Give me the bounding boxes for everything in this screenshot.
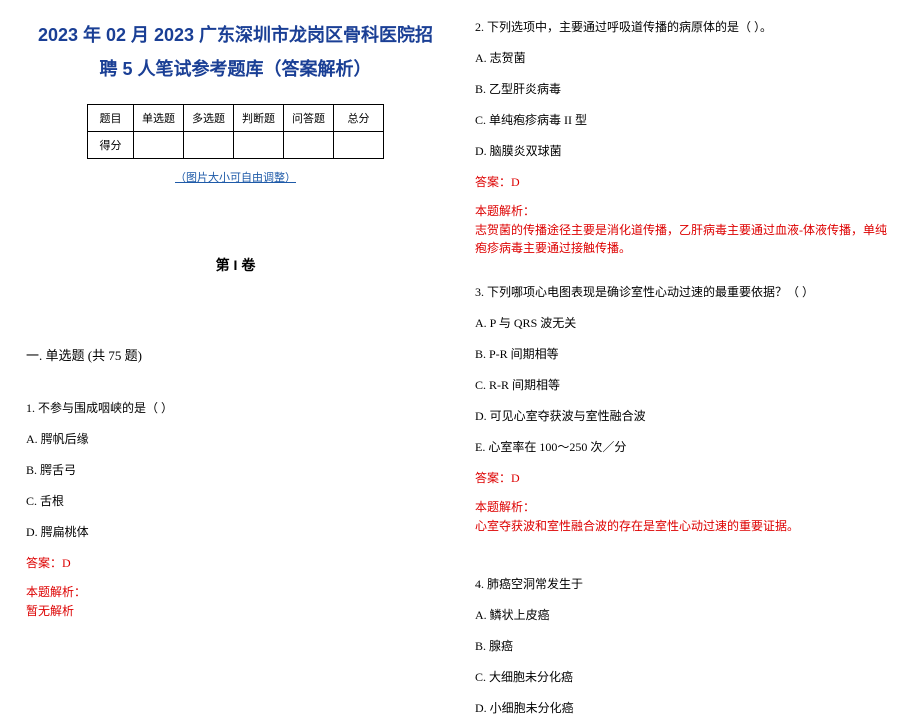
question: 3. 下列哪项心电图表现是确诊室性心动过速的最重要依据？（ ） A. P 与 Q… xyxy=(475,283,894,535)
right-column: 2. 下列选项中，主要通过呼吸道传播的病原体的是（ ）。 A. 志贺菌 B. 乙… xyxy=(475,18,894,633)
volume-heading: 第 I 卷 xyxy=(26,255,445,275)
option: A. 腭帆后缘 xyxy=(26,430,445,447)
question-stem: 2. 下列选项中，主要通过呼吸道传播的病原体的是（ ）。 xyxy=(475,18,894,35)
option: A. 鳞状上皮癌 xyxy=(475,606,894,623)
question-stem: 3. 下列哪项心电图表现是确诊室性心动过速的最重要依据？（ ） xyxy=(475,283,894,300)
option: C. 大细胞未分化癌 xyxy=(475,668,894,685)
score-cell xyxy=(234,132,284,159)
score-cell xyxy=(334,132,384,159)
title-line-2: 聘 5 人笔试参考题库（答案解析） xyxy=(26,52,445,86)
question: 1. 不参与围成咽峡的是（ ） A. 腭帆后缘 B. 腭舌弓 C. 舌根 D. … xyxy=(26,399,445,620)
question-stem: 4. 肺癌空洞常发生于 xyxy=(475,575,894,592)
analysis-text: 心室夺获波和室性融合波的存在是室性心动过速的重要证据。 xyxy=(475,517,894,535)
analysis-text: 暂无解析 xyxy=(26,602,445,620)
answer: 答案：D xyxy=(26,554,445,571)
option: B. 乙型肝炎病毒 xyxy=(475,80,894,97)
option: D. 可见心室夺获波与室性融合波 xyxy=(475,407,894,424)
score-header-cell: 单选题 xyxy=(134,105,184,132)
option: A. 志贺菌 xyxy=(475,49,894,66)
score-table: 题目 单选题 多选题 判断题 问答题 总分 得分 xyxy=(87,104,384,159)
option: D. 脑膜炎双球菌 xyxy=(475,142,894,159)
question-stem: 1. 不参与围成咽峡的是（ ） xyxy=(26,399,445,416)
score-table-header-row: 题目 单选题 多选题 判断题 问答题 总分 xyxy=(88,105,384,132)
option: D. 小细胞未分化癌 xyxy=(475,699,894,716)
document-title: 2023 年 02 月 2023 广东深圳市龙岗区骨科医院招 聘 5 人笔试参考… xyxy=(26,18,445,86)
spacer xyxy=(475,535,894,575)
image-adjust-note: （图片大小可自由调整） xyxy=(26,169,445,185)
question: 4. 肺癌空洞常发生于 A. 鳞状上皮癌 B. 腺癌 C. 大细胞未分化癌 D.… xyxy=(475,575,894,716)
option: A. P 与 QRS 波无关 xyxy=(475,314,894,331)
score-cell xyxy=(284,132,334,159)
option: D. 腭扁桃体 xyxy=(26,523,445,540)
analysis-heading: 本题解析： xyxy=(26,583,445,600)
analysis-heading: 本题解析： xyxy=(475,498,894,515)
score-header-cell: 题目 xyxy=(88,105,134,132)
answer: 答案：D xyxy=(475,469,894,486)
option: B. 腺癌 xyxy=(475,637,894,654)
left-column: 2023 年 02 月 2023 广东深圳市龙岗区骨科医院招 聘 5 人笔试参考… xyxy=(26,18,445,633)
section-heading: 一. 单选题 (共 75 题) xyxy=(26,345,445,364)
spacer xyxy=(475,257,894,283)
score-table-data-row: 得分 xyxy=(88,132,384,159)
score-header-cell: 多选题 xyxy=(184,105,234,132)
score-cell xyxy=(134,132,184,159)
option: B. 腭舌弓 xyxy=(26,461,445,478)
title-line-1: 2023 年 02 月 2023 广东深圳市龙岗区骨科医院招 xyxy=(26,18,445,52)
analysis-heading: 本题解析： xyxy=(475,202,894,219)
option: C. 舌根 xyxy=(26,492,445,509)
score-row-label: 得分 xyxy=(88,132,134,159)
image-adjust-link[interactable]: （图片大小可自由调整） xyxy=(175,172,296,184)
option: C. R-R 间期相等 xyxy=(475,376,894,393)
option: B. P-R 间期相等 xyxy=(475,345,894,362)
option: E. 心室率在 100～250 次／分 xyxy=(475,438,894,455)
score-header-cell: 问答题 xyxy=(284,105,334,132)
option: C. 单纯疱疹病毒 II 型 xyxy=(475,111,894,128)
score-header-cell: 总分 xyxy=(334,105,384,132)
two-column-layout: 2023 年 02 月 2023 广东深圳市龙岗区骨科医院招 聘 5 人笔试参考… xyxy=(26,18,894,633)
score-header-cell: 判断题 xyxy=(234,105,284,132)
question: 2. 下列选项中，主要通过呼吸道传播的病原体的是（ ）。 A. 志贺菌 B. 乙… xyxy=(475,18,894,257)
answer: 答案：D xyxy=(475,173,894,190)
score-cell xyxy=(184,132,234,159)
analysis-text: 志贺菌的传播途径主要是消化道传播，乙肝病毒主要通过血液-体液传播，单纯疱疹病毒主… xyxy=(475,221,894,257)
